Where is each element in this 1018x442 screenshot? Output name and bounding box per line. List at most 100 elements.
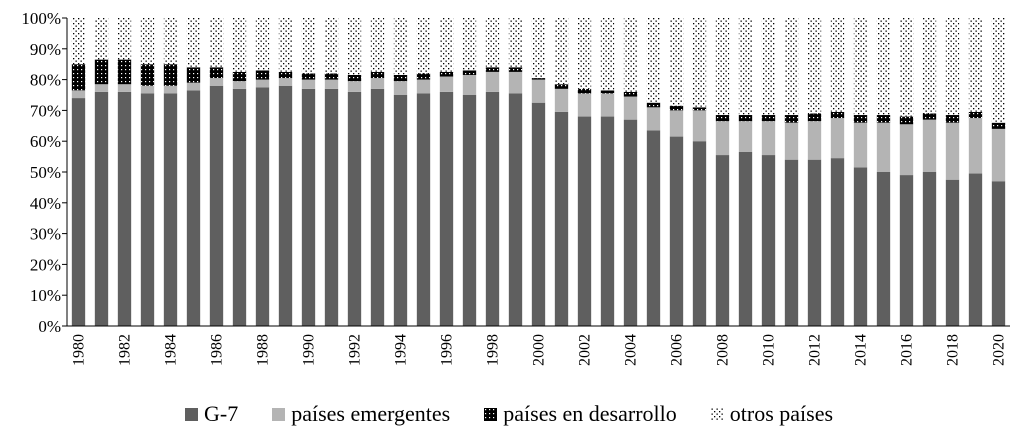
bar-segment-1-1990 (301, 79, 316, 89)
bar-segment-2-2014 (853, 115, 868, 123)
bar-segment-0-2015 (876, 172, 891, 326)
bar-segment-0-1992 (347, 91, 362, 326)
bar-segment-0-1996 (439, 91, 454, 326)
bar-segment-0-2000 (531, 102, 546, 326)
bar-segment-3-1985 (186, 18, 201, 68)
legend-item-desarrollo: países en desarrollo (484, 401, 677, 427)
x-tick-label: 2020 (991, 334, 1008, 366)
bar-segment-0-2001 (554, 111, 569, 326)
bar-segment-2-2006 (669, 105, 684, 111)
bar-segment-3-1998 (485, 18, 500, 68)
bar-segment-3-2007 (692, 18, 707, 108)
bar-segment-2-1988 (255, 70, 270, 80)
bar-segment-3-1988 (255, 18, 270, 71)
bar-segment-3-1993 (370, 18, 385, 72)
bar-segment-3-1982 (117, 18, 132, 60)
bar-segment-0-2004 (623, 119, 638, 326)
y-tick-label: 40% (30, 194, 61, 213)
bar-segment-1-2016 (899, 124, 914, 176)
bar-segment-3-2004 (623, 18, 638, 92)
bar-segment-1-1992 (347, 81, 362, 92)
bar-segment-0-2003 (600, 116, 615, 326)
bar-segment-3-1984 (163, 18, 178, 65)
y-tick-label: 30% (30, 225, 61, 244)
bar-segment-0-1991 (324, 88, 339, 326)
bar-segment-0-2006 (669, 136, 684, 326)
x-tick-label: 1994 (393, 334, 410, 366)
bar-segment-0-1994 (393, 95, 408, 326)
bar-segment-1-1997 (462, 74, 477, 95)
y-tick-label: 100% (21, 9, 61, 28)
bar-segment-3-2010 (761, 18, 776, 116)
bar-segment-2-1991 (324, 73, 339, 80)
bar-segment-2-2010 (761, 115, 776, 122)
x-axis-ticks: 1980 1982 1984 1986 1988 1990 1992 1994 1996 1998… (71, 334, 1008, 366)
bar-segment-0-1987 (232, 88, 247, 326)
bar-segment-2-1983 (140, 64, 155, 86)
legend-item-emergentes: países emergentes (272, 401, 450, 427)
bar-segment-3-2008 (715, 18, 730, 116)
bar-segment-1-1988 (255, 79, 270, 88)
bar-segment-1-2015 (876, 122, 891, 172)
bar-segment-1-2009 (738, 121, 753, 152)
y-tick-label: 0% (38, 317, 61, 336)
legend-swatch-otros (710, 407, 724, 421)
y-tick-label: 70% (30, 101, 61, 120)
bar-segment-2-1987 (232, 71, 247, 82)
legend-swatch-g7 (184, 407, 198, 421)
legend-label-emergentes: países emergentes (291, 401, 451, 426)
bar-segment-1-1999 (508, 71, 523, 94)
bar-segment-3-2016 (899, 18, 914, 117)
bar-segment-1-1986 (209, 78, 224, 86)
x-tick-label: 2014 (853, 334, 870, 366)
bar-segment-3-2014 (853, 18, 868, 116)
bar-segment-1-2012 (807, 121, 822, 160)
x-tick-label: 2018 (945, 334, 962, 366)
bar-segment-1-2018 (945, 122, 960, 180)
bar-segment-1-2006 (669, 110, 684, 137)
bar-segment-2-2011 (784, 115, 799, 123)
bar-segment-0-1985 (186, 90, 201, 326)
bar-segment-0-1983 (140, 93, 155, 327)
bar-segment-3-2006 (669, 18, 684, 106)
legend: G-7 países emergentes países en desarrol… (0, 396, 1018, 432)
bar-segment-2-2003 (600, 90, 615, 94)
bar-segment-0-1986 (209, 85, 224, 326)
bar-segment-0-1998 (485, 91, 500, 326)
bar-segment-2-1999 (508, 67, 523, 72)
bar-segment-3-1989 (278, 18, 293, 72)
legend-item-g7: G-7 (184, 401, 239, 427)
bar-segment-3-2017 (922, 18, 937, 114)
bar-segment-2-2016 (899, 116, 914, 125)
bar-segment-1-1994 (393, 81, 408, 95)
bar-segment-3-1983 (140, 18, 155, 65)
bar-segment-2-1982 (117, 59, 132, 85)
bar-segment-1-2019 (968, 118, 983, 174)
bar-segment-2-1986 (209, 67, 224, 79)
x-tick-label: 2012 (807, 334, 824, 366)
bar-segment-2-1992 (347, 74, 362, 82)
bar-segment-0-1990 (301, 88, 316, 326)
bar-segment-0-2014 (853, 167, 868, 326)
x-tick-label: 2010 (761, 334, 778, 366)
bar-segment-2-2009 (738, 115, 753, 122)
bar-segment-0-1989 (278, 85, 293, 326)
bar-segment-2-2008 (715, 115, 730, 122)
bar-segment-2-1981 (94, 59, 109, 85)
bar-segment-0-1982 (117, 91, 132, 326)
bar-segment-1-2003 (600, 93, 615, 117)
bar-segment-0-2017 (922, 172, 937, 326)
bar-segment-1-2004 (623, 96, 638, 120)
bar-segment-2-2002 (577, 88, 592, 94)
legend-label-g7: G-7 (203, 401, 239, 426)
bar-segment-2-1996 (439, 71, 454, 77)
bar-segment-1-1998 (485, 71, 500, 92)
bar-segment-1-1984 (163, 85, 178, 94)
x-tick-label: 1988 (255, 334, 272, 366)
bar-segment-1-2014 (853, 122, 868, 168)
bar-segment-1-1996 (439, 76, 454, 92)
bar-segment-2-1998 (485, 67, 500, 72)
bar-segment-0-2013 (830, 158, 845, 326)
bars (71, 18, 1006, 327)
bar-segment-3-1992 (347, 18, 362, 75)
